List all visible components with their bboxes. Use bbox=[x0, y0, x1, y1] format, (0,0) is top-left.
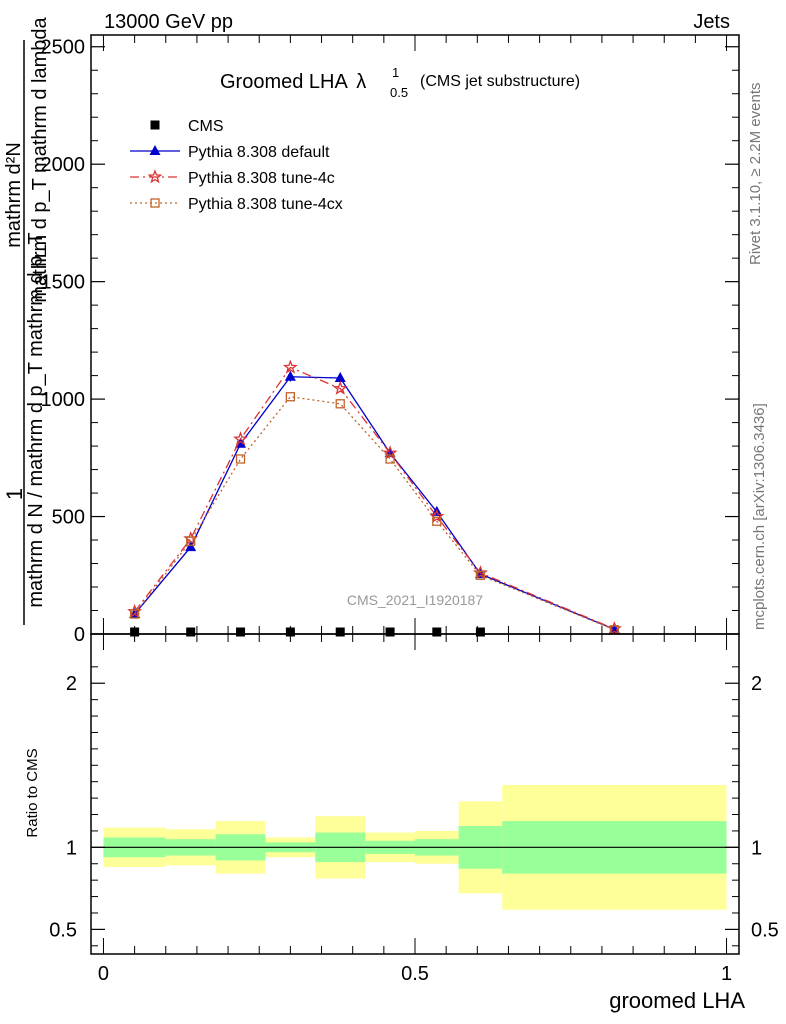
legend-marker-tune4c bbox=[147, 169, 163, 184]
point-tune4c bbox=[429, 508, 445, 523]
point-default bbox=[185, 541, 197, 552]
point-cms bbox=[475, 627, 485, 637]
point-default bbox=[334, 371, 346, 382]
title-sub: 0.5 bbox=[390, 85, 408, 100]
series-line-tune4cx bbox=[134, 396, 615, 631]
y-tick-label: 1000 bbox=[41, 389, 86, 411]
ylabel-denominator: mathrm d N / mathrm d p_T mathrm d p_T bbox=[25, 232, 47, 607]
point-tune4cx bbox=[129, 609, 140, 619]
title-suffix: (CMS jet substructure) bbox=[420, 73, 580, 90]
point-cms bbox=[335, 627, 345, 637]
main-panel: CMS_2021_I1920187 0 500 1000 1500 2000 2500 G… bbox=[2, 16, 740, 646]
point-tune4c bbox=[382, 445, 398, 460]
chart-title: Groomed LHA λ 1 0.5 (CMS jet substructur… bbox=[220, 65, 580, 100]
ratio-y-tick-label: 1 bbox=[66, 837, 77, 859]
point-tune4cx bbox=[335, 399, 345, 409]
y-tick-label: 2000 bbox=[41, 154, 86, 176]
series-line-tune4c bbox=[134, 366, 615, 630]
point-tune4cx bbox=[285, 392, 296, 402]
legend-entry-cms: CMS bbox=[150, 118, 224, 135]
legend-entry-default: Pythia 8.308 default bbox=[130, 144, 330, 161]
series-cms bbox=[130, 627, 485, 637]
legend-entry-tune4cx: Pythia 8.308 tune-4cx bbox=[130, 196, 343, 213]
energy-label: 13000 GeV pp bbox=[104, 11, 233, 33]
point-tune4cx bbox=[432, 516, 442, 526]
title-main: Groomed LHA bbox=[220, 71, 348, 93]
point-tune4c bbox=[332, 380, 348, 395]
legend-label-tune4cx: Pythia 8.308 tune-4cx bbox=[188, 196, 343, 213]
point-tune4cx bbox=[385, 454, 395, 464]
point-tune4cx bbox=[186, 536, 196, 546]
point-cms bbox=[385, 627, 395, 637]
y-tick-label: 500 bbox=[52, 507, 85, 529]
ylabel-numerator: mathrm d²N bbox=[3, 142, 25, 248]
watermark: CMS_2021_I1920187 bbox=[347, 592, 483, 608]
ratio-bands-layer bbox=[91, 784, 739, 910]
legend-entry-tune4c: Pythia 8.308 tune-4c bbox=[130, 169, 335, 187]
ratio-y-tick-label-right: 2 bbox=[751, 673, 762, 695]
ylabel-numerator2: mathrm d p_T mathrm d lambda bbox=[29, 16, 51, 302]
legend-marker-cms bbox=[150, 120, 160, 130]
point-tune4c bbox=[282, 359, 298, 374]
ratio-frame bbox=[90, 633, 740, 955]
main-axis-ticks: 0 500 1000 1500 2000 2500 bbox=[41, 35, 739, 646]
y-tick-label: 2500 bbox=[41, 37, 86, 59]
main-ylabel: 1 mathrm d²N mathrm d p_T mathrm d lambd… bbox=[2, 16, 51, 625]
point-cms bbox=[432, 627, 442, 637]
rivet-label: Rivet 3.1.10, ≥ 2.2M events bbox=[747, 83, 764, 266]
y-tick-label: 0 bbox=[74, 624, 85, 646]
point-default bbox=[284, 370, 296, 381]
ratio-y-tick-label-right: 0.5 bbox=[751, 919, 779, 941]
point-tune4c bbox=[233, 431, 248, 446]
legend-label-default: Pythia 8.308 default bbox=[188, 144, 330, 161]
ratio-axis-ticks: 0.5 0.5 1 1 2 2 0 0.5 1 bbox=[49, 634, 779, 985]
point-cms bbox=[236, 627, 246, 637]
point-cms bbox=[186, 627, 196, 637]
series-tune4cx bbox=[129, 392, 620, 635]
x-tick-label: 0.5 bbox=[401, 963, 429, 985]
mcplots-label: mcplots.cern.ch [arXiv:1306.3436] bbox=[751, 403, 768, 630]
ratio-panel: 0.5 0.5 1 1 2 2 0 0.5 1 Ratio to CMS groomed LHA bbox=[24, 633, 779, 1013]
legend-label-cms: CMS bbox=[188, 118, 224, 135]
main-series-layer bbox=[127, 359, 622, 637]
legend-label-tune4c: Pythia 8.308 tune-4c bbox=[188, 170, 335, 187]
title-lambda: λ bbox=[356, 71, 366, 93]
ratio-ylabel: Ratio to CMS bbox=[24, 748, 41, 837]
y-tick-label: 1500 bbox=[41, 272, 86, 294]
ratio-y-tick-label: 2 bbox=[66, 673, 77, 695]
ylabel-top: 1 bbox=[2, 488, 27, 500]
legend-marker-tune4cx bbox=[150, 198, 160, 208]
ratio-y-tick-label: 0.5 bbox=[49, 919, 77, 941]
x-tick-label: 1 bbox=[721, 963, 732, 985]
legend: CMS Pythia 8.308 default Pythia 8.308 tune… bbox=[130, 118, 343, 213]
ratio-y-tick-label-right: 1 bbox=[751, 837, 762, 859]
point-tune4cx bbox=[235, 454, 246, 464]
title-sup: 1 bbox=[392, 65, 399, 80]
x-axis-label: groomed LHA bbox=[609, 988, 745, 1013]
point-tune4cx bbox=[475, 570, 486, 580]
process-label: Jets bbox=[693, 11, 730, 33]
svg-text:Groomed LHA λ: Groomed LHA λ bbox=[220, 71, 366, 93]
x-tick-label: 0 bbox=[98, 963, 109, 985]
legend-marker-default bbox=[149, 145, 161, 155]
